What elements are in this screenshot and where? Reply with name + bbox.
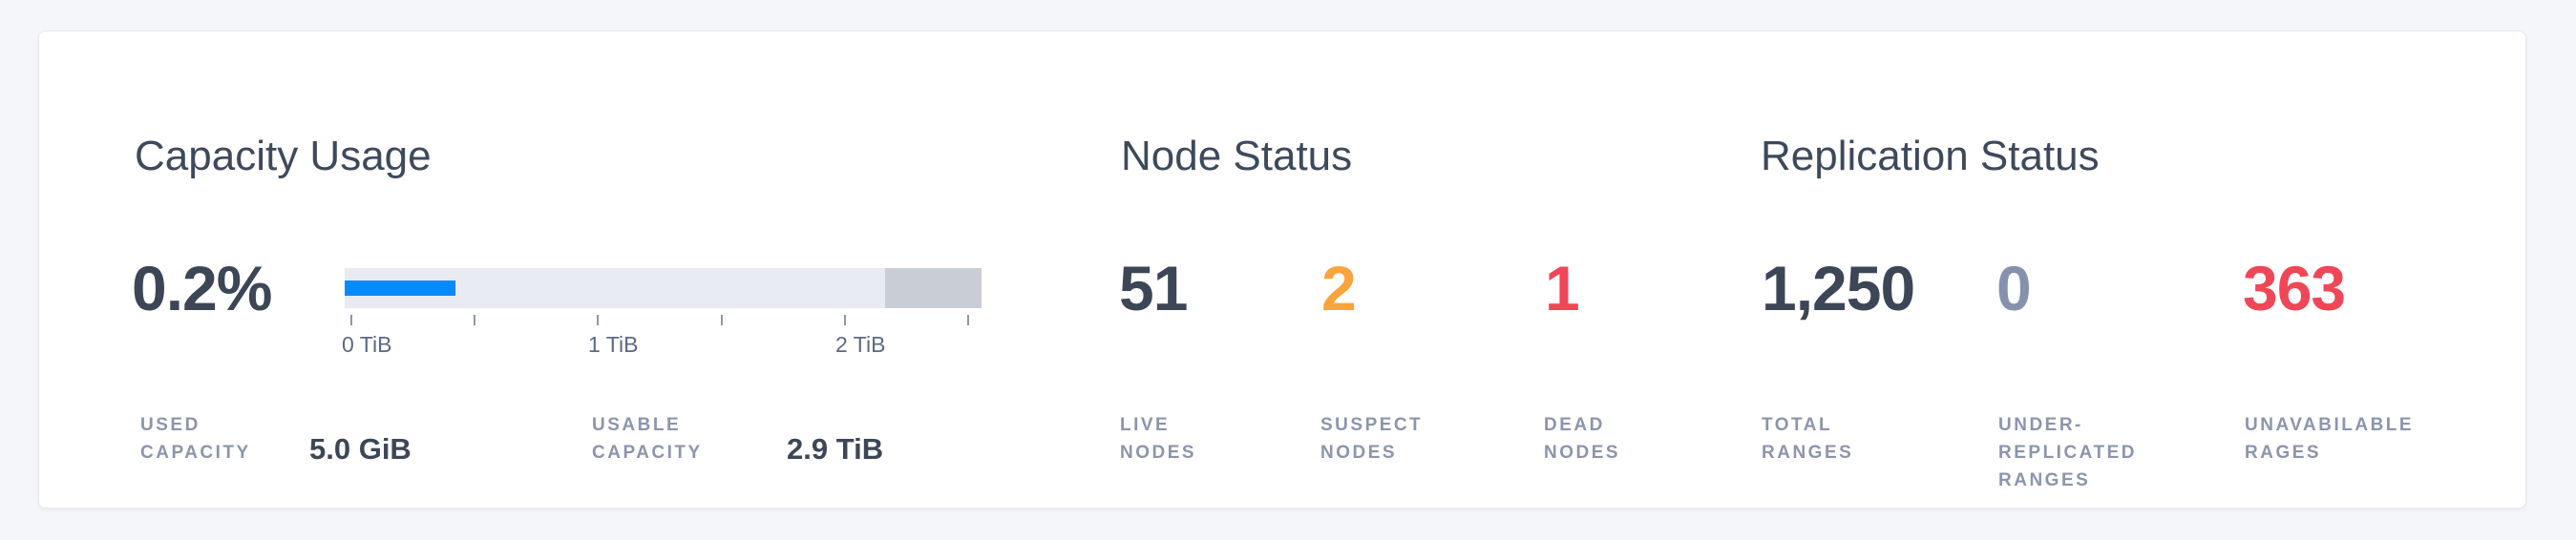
usable-capacity-label: USABLE CAPACITY: [592, 415, 703, 463]
axis-tick: [350, 315, 352, 325]
axis-tick-label-2: 2 TiB: [835, 332, 886, 357]
replication-status-title: Replication Status: [1761, 133, 2100, 179]
live-nodes-value: 51: [1119, 253, 1188, 323]
axis-tick: [721, 315, 723, 325]
axis-tick: [597, 315, 599, 325]
node-status-title: Node Status: [1121, 133, 1353, 179]
dead-nodes-label: DEAD NODES: [1544, 415, 1621, 463]
unavailable-ranges-value: 363: [2243, 253, 2346, 323]
capacity-axis: 0 TiB 1 TiB 2 TiB: [342, 315, 982, 372]
used-capacity-value: 5.0 GiB: [309, 432, 412, 466]
usable-capacity-value: 2.9 TiB: [787, 432, 884, 466]
axis-tick: [844, 315, 846, 325]
live-nodes-label: LIVE NODES: [1120, 415, 1197, 463]
cluster-summary-card: Capacity Usage 0.2% 0 TiB 1 TiB 2 TiB US…: [38, 31, 2526, 509]
capacity-bar-reserved-segment: [885, 268, 982, 308]
under-replicated-ranges-value: 0: [1996, 253, 2032, 323]
axis-tick-label-0: 0 TiB: [342, 332, 392, 357]
dead-nodes-value: 1: [1545, 253, 1580, 323]
capacity-bar-used-segment: [345, 280, 456, 296]
axis-tick-label-1: 1 TiB: [588, 332, 639, 357]
total-ranges-value: 1,250: [1762, 253, 1915, 323]
total-ranges-label: TOTAL RANGES: [1762, 415, 1854, 463]
used-capacity-label: USED CAPACITY: [140, 415, 251, 463]
axis-tick: [967, 315, 969, 325]
axis-tick: [474, 315, 475, 325]
capacity-percent-value: 0.2%: [132, 253, 272, 323]
suspect-nodes-label: SUSPECT NODES: [1320, 415, 1424, 463]
capacity-usage-title: Capacity Usage: [135, 133, 432, 179]
under-replicated-ranges-label: UNDER-REPLICATED RANGES: [1998, 415, 2137, 490]
unavailable-ranges-label: UNAVABILABLE RAGES: [2245, 415, 2415, 463]
suspect-nodes-value: 2: [1321, 253, 1357, 323]
capacity-bar-track: [345, 268, 982, 308]
